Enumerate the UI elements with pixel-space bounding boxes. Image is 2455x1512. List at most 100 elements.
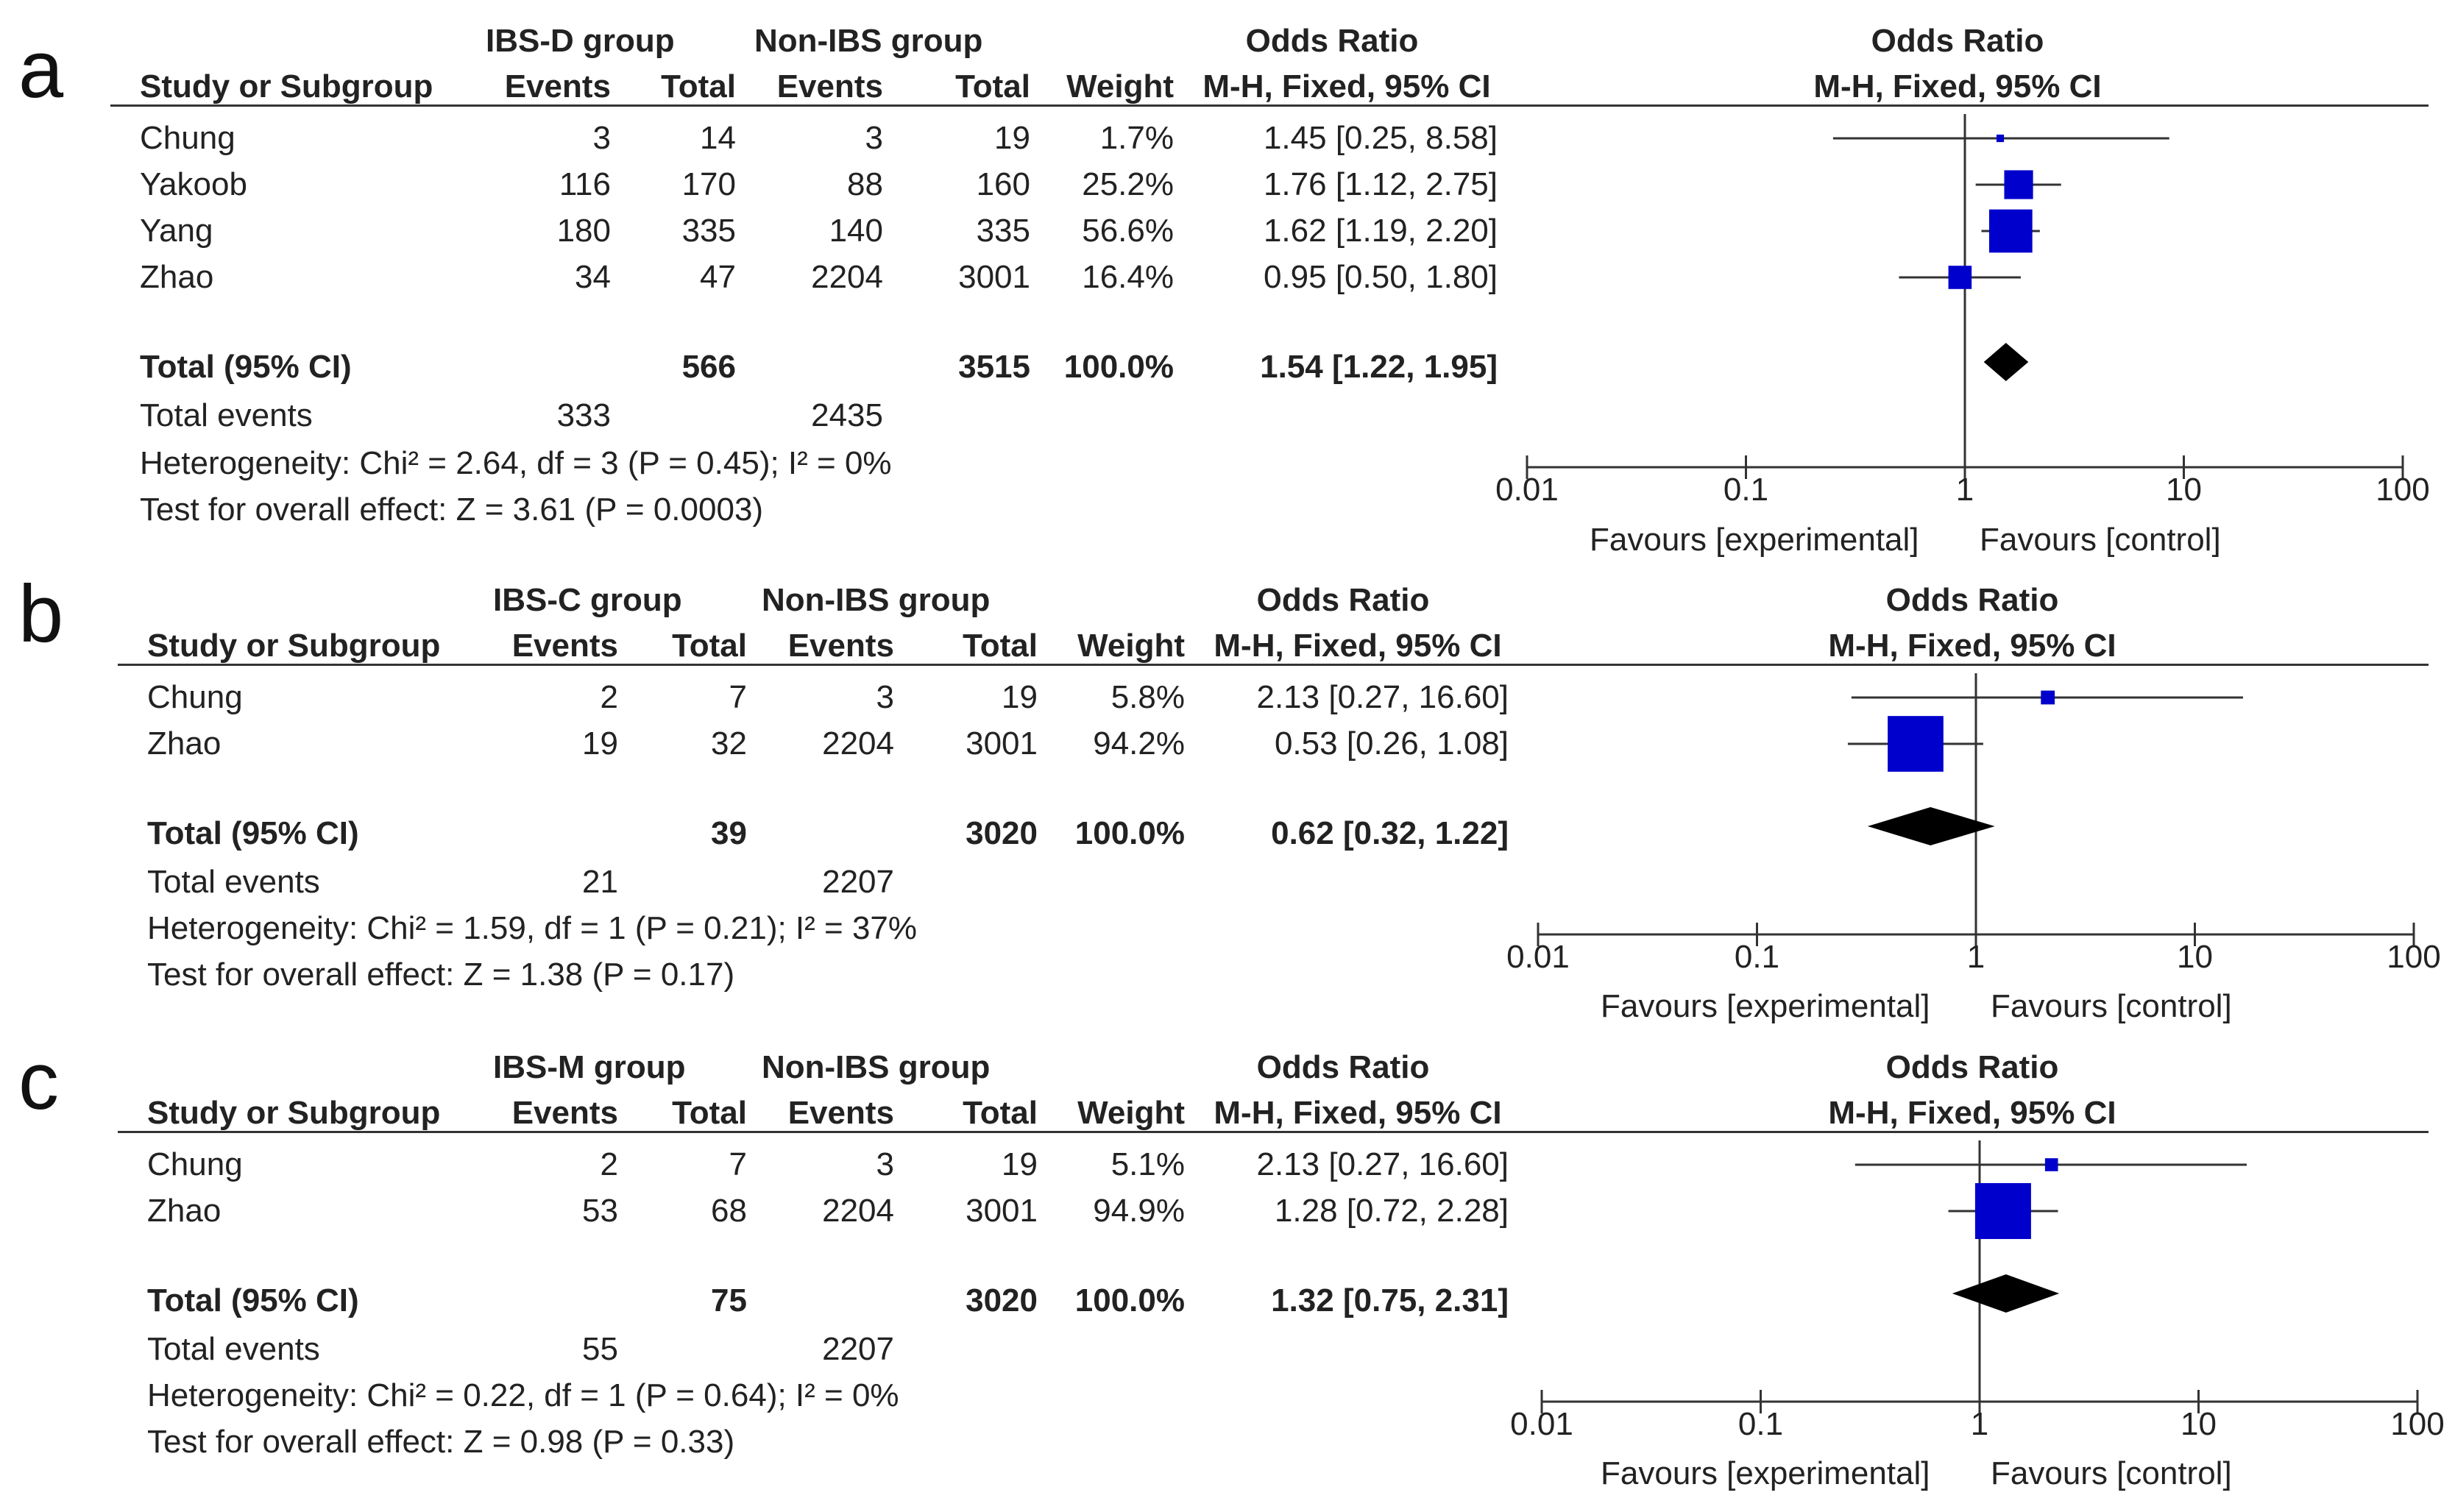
total-exp: 14: [700, 120, 736, 156]
total-exp: 68: [711, 1193, 747, 1229]
study-effect-marker: [2044, 1158, 2058, 1171]
header-study: Study or Subgroup: [140, 68, 433, 104]
total-ctl: 3020: [966, 815, 1038, 851]
total-events-label: Total events: [147, 1331, 320, 1367]
x-tick-label: 1: [1967, 939, 1985, 975]
header-events-exp: Events: [511, 628, 618, 664]
heterogeneity-text: Heterogeneity: Chi² = 1.59, df = 1 (P = …: [147, 910, 918, 946]
pooled-effect-diamond: [1867, 807, 1995, 845]
header-or-method-plot: M-H, Fixed, 95% CI: [1828, 1095, 2116, 1131]
total-ctl: 19: [1002, 679, 1038, 715]
x-tick-label: 1: [1956, 472, 1974, 508]
total-odds-ratio-ci: 1.32 [0.75, 2.31]: [1271, 1282, 1509, 1318]
forest-plot-ibs-c: b IBS-C group Non-IBS group Odds Ratio O…: [0, 574, 2455, 1045]
total-exp: 335: [681, 213, 736, 249]
forest-plot-area: 0.01 0.1 1 10 100: [1510, 1140, 2445, 1442]
header-total-ctl: Total: [963, 1095, 1038, 1131]
total-weight: 100.0%: [1063, 349, 1174, 385]
forest-plot-area: 0.01 0.1 1 10 100: [1506, 673, 2441, 975]
pooled-effect-diamond: [1983, 343, 2029, 381]
control-group-label: Non-IBS group: [762, 1049, 991, 1085]
x-tick-label: 0.01: [1506, 939, 1570, 975]
study-name: Chung: [147, 1146, 243, 1182]
total-exp: 566: [681, 349, 736, 385]
events-ctl: 3: [876, 679, 894, 715]
study-name: Yang: [140, 213, 213, 249]
study-effect-marker: [1996, 134, 2005, 143]
weight: 94.9%: [1093, 1193, 1185, 1229]
header-rule: [118, 664, 2429, 666]
events-ctl: 140: [829, 213, 883, 249]
total-ctl: 19: [1002, 1146, 1038, 1182]
study-effect-marker: [2041, 690, 2055, 705]
x-tick-label: 1: [1971, 1406, 1988, 1442]
x-tick-label: 0.1: [1724, 472, 1768, 508]
events-exp: 2: [600, 679, 618, 715]
total-label: Total (95% CI): [147, 815, 359, 851]
total-odds-ratio-ci: 1.54 [1.22, 1.95]: [1260, 349, 1498, 385]
total-exp: 75: [711, 1282, 747, 1318]
events-ctl: 2204: [822, 725, 894, 762]
overall-effect-text: Test for overall effect: Z = 0.98 (P = 0…: [147, 1424, 735, 1460]
header-total-exp: Total: [672, 1095, 747, 1131]
header-rule: [118, 1131, 2429, 1133]
total-exp: 7: [729, 1146, 747, 1182]
header-events-ctl: Events: [776, 68, 883, 104]
odds-ratio-title-plot: Odds Ratio: [1885, 1049, 2059, 1085]
events-ctl: 3: [865, 120, 883, 156]
weight: 5.1%: [1110, 1146, 1185, 1182]
x-tick-label: 0.1: [1735, 939, 1779, 975]
experimental-group-label: IBS-D group: [486, 23, 675, 59]
header-events-ctl: Events: [787, 1095, 894, 1131]
header-total-exp: Total: [661, 68, 736, 104]
experimental-group-label: IBS-M group: [493, 1049, 686, 1085]
events-exp: 116: [559, 166, 611, 202]
total-label: Total (95% CI): [140, 349, 352, 385]
odds-ratio-title-table: Odds Ratio: [1256, 1049, 1430, 1085]
x-tick-label: 10: [2181, 1406, 2217, 1442]
events-ctl: 88: [847, 166, 883, 202]
total-ctl: 3515: [958, 349, 1030, 385]
odds-ratio-title-table: Odds Ratio: [1245, 23, 1419, 59]
weight: 16.4%: [1082, 259, 1174, 295]
total-events-label: Total events: [140, 397, 313, 433]
weight: 1.7%: [1099, 120, 1174, 156]
panel-label: c: [18, 1036, 59, 1126]
favours-right-label: Favours [control]: [1991, 1455, 2232, 1491]
x-tick-label: 100: [2387, 939, 2440, 975]
study-effect-marker: [2004, 170, 2033, 199]
total-exp: 170: [681, 166, 736, 202]
study-name: Zhao: [147, 725, 222, 762]
total-events-exp: 333: [556, 397, 611, 433]
x-tick-label: 0.1: [1738, 1406, 1783, 1442]
favours-right-label: Favours [control]: [1980, 522, 2221, 558]
odds-ratio-ci: 2.13 [0.27, 16.60]: [1256, 679, 1509, 715]
favours-left-label: Favours [experimental]: [1601, 988, 1930, 1024]
x-tick-label: 0.01: [1495, 472, 1559, 508]
total-weight: 100.0%: [1074, 1282, 1185, 1318]
panel-label: a: [18, 24, 64, 115]
header-or-method-table: M-H, Fixed, 95% CI: [1214, 1095, 1502, 1131]
weight: 56.6%: [1082, 213, 1174, 249]
study-effect-marker: [1988, 209, 2033, 253]
header-or-method-table: M-H, Fixed, 95% CI: [1214, 628, 1502, 664]
total-ctl: 335: [976, 213, 1030, 249]
forest-plot-area: 0.01 0.1 1 10 100: [1495, 114, 2430, 508]
header-study: Study or Subgroup: [147, 1095, 441, 1131]
forest-plot-ibs-m: c IBS-M group Non-IBS group Odds Ratio O…: [0, 1041, 2455, 1512]
weight: 94.2%: [1093, 725, 1185, 762]
total-events-label: Total events: [147, 864, 320, 900]
header-weight: Weight: [1077, 628, 1185, 664]
study-name: Zhao: [147, 1193, 222, 1229]
total-odds-ratio-ci: 0.62 [0.32, 1.22]: [1271, 815, 1509, 851]
events-exp: 180: [556, 213, 611, 249]
total-ctl: 3001: [966, 725, 1038, 762]
weight: 5.8%: [1110, 679, 1185, 715]
header-total-ctl: Total: [955, 68, 1030, 104]
x-tick-label: 0.01: [1510, 1406, 1573, 1442]
x-tick-label: 100: [2376, 472, 2429, 508]
odds-ratio-title-plot: Odds Ratio: [1885, 582, 2059, 618]
total-events-ctl: 2207: [822, 1331, 894, 1367]
study-name: Yakoob: [140, 166, 247, 202]
events-exp: 53: [582, 1193, 618, 1229]
